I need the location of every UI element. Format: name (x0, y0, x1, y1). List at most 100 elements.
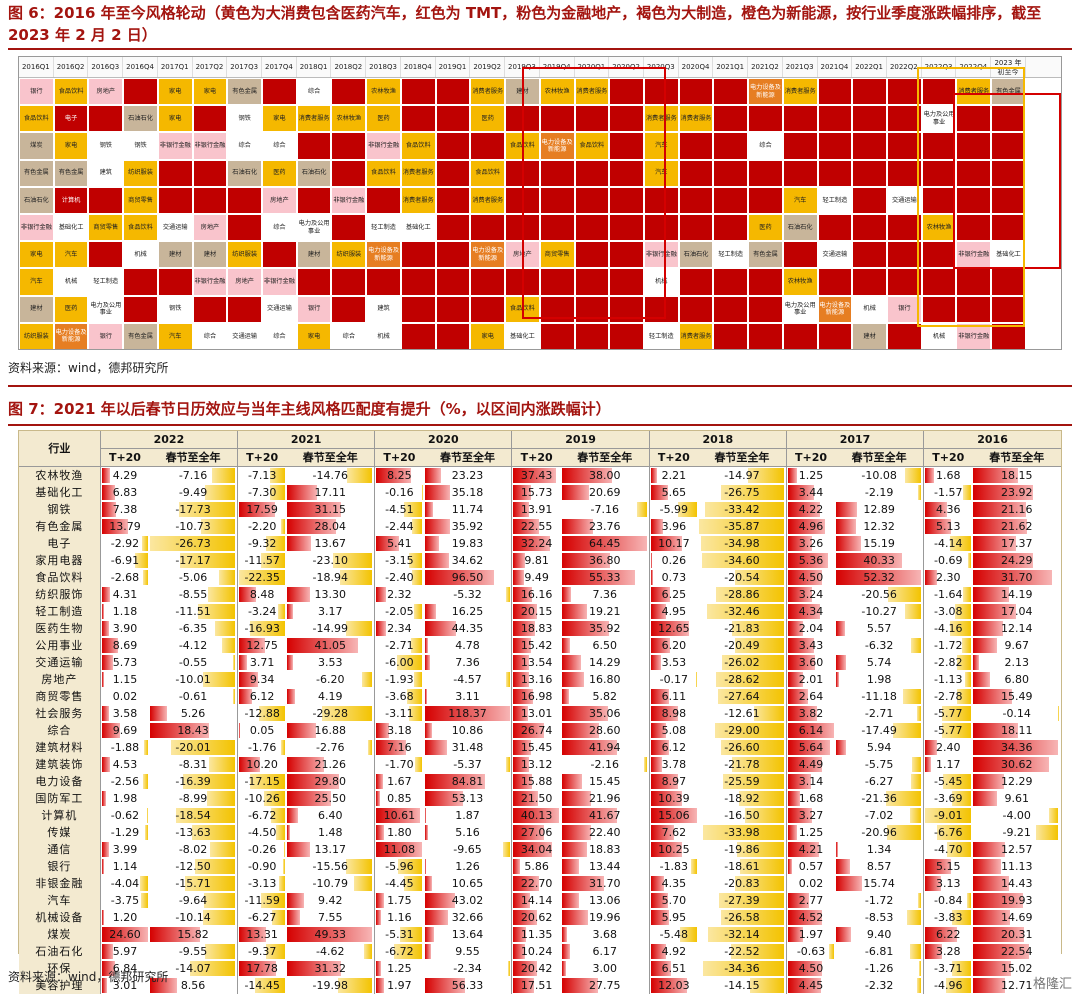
industry-cell (158, 187, 192, 214)
value-label: 10.65 (451, 877, 484, 890)
positive-databar (787, 536, 813, 551)
positive-databar (973, 859, 1001, 874)
industry-cell (714, 133, 748, 159)
period-header: 2021Q1 (713, 57, 749, 77)
spring-to-year-value-cell: -32.46 (697, 603, 787, 620)
table-row: 传媒 -1.29 -13.63 -4.50 1.48 1.80 5.16 27.06 22.40… (19, 824, 1061, 841)
value-label: 5.36 (798, 554, 824, 567)
t20-value-cell: -1.93 (374, 671, 424, 688)
industry-cell: 建筑 (367, 296, 400, 322)
positive-databar (650, 893, 669, 908)
t20-value-cell: 9.49 (511, 569, 561, 586)
positive-databar (787, 638, 814, 653)
value-label: 24.29 (1000, 554, 1033, 567)
t20-value-cell: -6.72 (237, 807, 287, 824)
value-label: 14.14 (520, 894, 553, 907)
t20-value-cell: 10.24 (511, 943, 561, 960)
value-label: 2.34 (387, 622, 412, 635)
table-row: 银行 1.14 -12.50 -0.90 -15.56 -5.96 1.26 5.86 13.4… (19, 858, 1061, 875)
t20-value-cell: 6.14 (785, 722, 836, 739)
industry-cell (436, 296, 470, 322)
industry-name: 钢铁 (19, 501, 101, 518)
value-label: -26.75 (724, 486, 760, 499)
value-label: 1.14 (112, 860, 138, 873)
positive-databar (650, 485, 668, 500)
value-label: 31.70 (588, 877, 621, 890)
spring-to-year-value-cell: 41.94 (560, 739, 650, 756)
t20-value-cell: 3.96 (648, 518, 698, 535)
negative-databar (409, 553, 423, 568)
t20-value-cell: -5.99 (648, 501, 698, 518)
positive-databar (925, 740, 938, 755)
industry-name: 轻工制造 (19, 603, 101, 620)
value-label: 2.01 (798, 673, 824, 686)
spring-to-year-value-cell: 40.33 (835, 552, 924, 569)
industry-name: 电力设备 (19, 773, 101, 790)
spring-to-year-value-cell: -34.36 (697, 960, 787, 977)
positive-databar (650, 570, 653, 585)
positive-databar (513, 689, 533, 704)
positive-databar (650, 910, 669, 925)
industry-cell: 非银行金融 (158, 133, 192, 159)
value-label: 5.73 (112, 656, 138, 669)
t20-value-cell: 3.28 (923, 943, 973, 960)
industry-cell: 食品饮料 (506, 133, 539, 159)
value-label: 3.68 (592, 928, 617, 941)
positive-databar (973, 740, 1059, 755)
positive-databar (424, 944, 432, 959)
value-label: 6.22 (936, 928, 961, 941)
t20-value-cell: -2.44 (374, 518, 424, 535)
t20-value-cell: 8.98 (648, 705, 698, 722)
negative-databar (911, 774, 922, 789)
positive-databar (561, 519, 594, 534)
industry-cell: 轻工制造 (644, 323, 678, 350)
positive-databar (513, 604, 537, 619)
spring-to-year-value-cell: 29.80 (286, 773, 375, 790)
t20-value-cell: 3.18 (374, 722, 424, 739)
negative-databar (744, 808, 784, 823)
value-label: 20.31 (1000, 928, 1033, 941)
value-label: -4.50 (247, 826, 277, 839)
period-column: 有色金属 基础化工 (991, 78, 1026, 350)
period-header: 2022Q1 (852, 57, 887, 77)
spring-to-year-value-cell: 16.88 (286, 722, 375, 739)
industry-cell: 商贸零售 (89, 215, 123, 241)
t20-value-cell: -3.69 (923, 790, 973, 807)
value-label: 41.94 (588, 741, 621, 754)
period-header: 2020Q3 (644, 57, 679, 77)
spring-to-year-value-cell: 32.66 (423, 909, 512, 926)
value-label: -33.42 (724, 503, 760, 516)
t20-value-cell: 5.13 (923, 518, 973, 535)
negative-databar (754, 706, 784, 721)
value-label: -0.14 (1002, 707, 1031, 720)
t20-value-cell: 4.31 (99, 586, 150, 603)
negative-databar (410, 638, 423, 653)
spring-to-year-value-cell: -14.99 (286, 620, 375, 637)
value-label: 13.64 (451, 928, 484, 941)
value-label: 13.16 (520, 673, 553, 686)
value-label: -18.61 (724, 860, 760, 873)
negative-databar (182, 774, 236, 789)
positive-databar (513, 723, 545, 738)
negative-databar (209, 842, 236, 857)
positive-databar (376, 774, 384, 789)
industry-cell (679, 296, 713, 322)
industry-cell (124, 79, 157, 105)
positive-databar (424, 808, 426, 823)
negative-databar (941, 723, 972, 738)
positive-databar (973, 502, 1026, 517)
value-label: 2.21 (661, 469, 687, 482)
spring-to-year-value-cell: 24.29 (972, 552, 1061, 569)
positive-databar (836, 672, 840, 687)
industry-cell: 交通运输 (228, 323, 262, 350)
negative-databar (212, 468, 236, 483)
t20-value-cell: 12.75 (237, 637, 287, 654)
industry-cell: 消费者服务 (297, 106, 331, 132)
value-label: -5.06 (178, 571, 208, 584)
value-label: -1.26 (864, 962, 894, 975)
value-label: -20.54 (724, 571, 760, 584)
positive-databar (287, 587, 311, 602)
industry-cell (575, 106, 609, 132)
industry-cell (853, 269, 886, 295)
t20-value-cell: -10.26 (237, 790, 287, 807)
